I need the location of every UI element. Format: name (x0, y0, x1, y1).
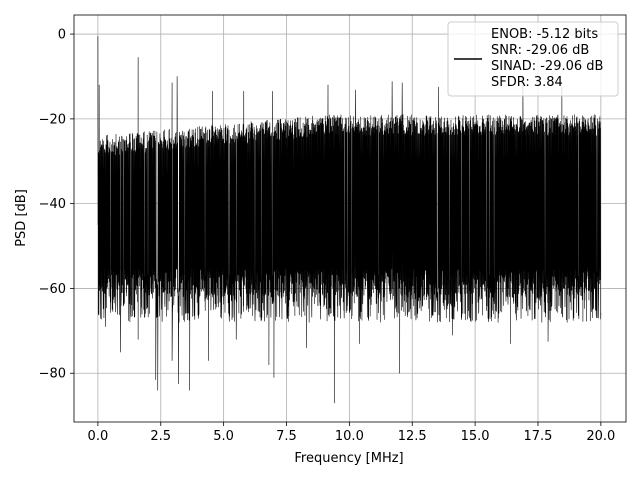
x-tick-label: 17.5 (524, 429, 553, 444)
axes-frame (73, 14, 627, 423)
x-axis-label: Frequency [MHz] (294, 451, 403, 466)
legend-snr: SNR: -29.06 dB (491, 43, 589, 58)
y-axis-label: PSD [dB] (14, 189, 29, 247)
x-tick-label: 5.0 (213, 429, 234, 444)
y-tick-label: −60 (39, 282, 66, 297)
legend-enob: ENOB: -5.12 bits (491, 27, 598, 42)
x-tick-label: 0.0 (88, 429, 109, 444)
y-tick-label: −80 (39, 367, 66, 382)
legend-box (447, 21, 619, 97)
x-tick-label: 15.0 (461, 429, 490, 444)
y-tick-label: −20 (39, 112, 66, 127)
x-tick-label: 7.5 (276, 429, 297, 444)
x-tick-label: 10.0 (335, 429, 364, 444)
legend: ENOB: -5.12 bits SNR: -29.06 dB SINAD: -… (447, 21, 619, 97)
psd-series (97, 36, 602, 404)
y-tick-label: −40 (39, 197, 66, 212)
legend-sinad: SINAD: -29.06 dB (491, 59, 603, 74)
y-axis-ticks: 0 −20 −40 −60 −80 (39, 28, 74, 382)
legend-sfdr: SFDR: 3.84 (491, 75, 563, 90)
psd-line (97, 36, 602, 404)
x-tick-label: 12.5 (398, 429, 427, 444)
x-tick-label: 2.5 (150, 429, 171, 444)
x-axis-ticks: 0.0 2.5 5.0 7.5 10.0 12.5 15.0 17.5 20.0 (88, 422, 615, 444)
y-tick-label: 0 (58, 28, 66, 43)
x-tick-label: 20.0 (586, 429, 615, 444)
